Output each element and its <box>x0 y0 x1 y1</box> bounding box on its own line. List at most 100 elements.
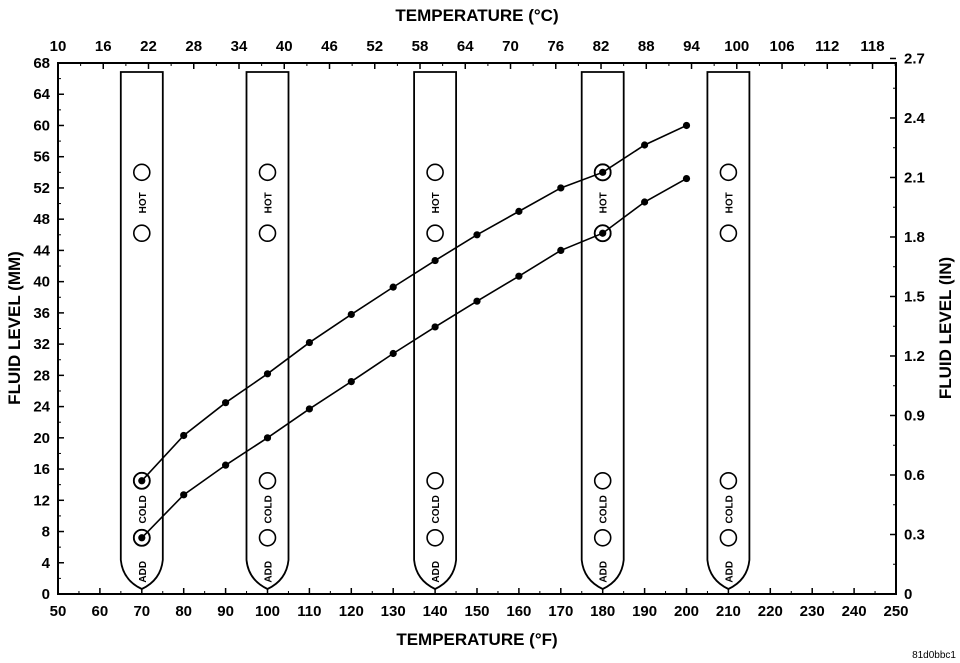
data-point <box>263 434 272 442</box>
y-tick-label: 32 <box>33 336 50 353</box>
right-tick-label: 0.6 <box>904 467 925 484</box>
data-point <box>473 297 481 305</box>
hot-label: HOT <box>431 192 442 213</box>
right-axis-ticks: 0 0.3 0.6 0.9 1.2 1.5 1.8 2.1 2.4 2.7 <box>890 50 926 603</box>
data-point <box>599 168 607 176</box>
x-tick-label: 200 <box>674 603 699 620</box>
right-tick-label: 2.4 <box>904 110 926 127</box>
x-tick-label: 130 <box>381 603 406 620</box>
data-point <box>641 141 649 149</box>
top-axis-title: TEMPERATURE (°C) <box>395 6 558 25</box>
x-tick-label: 180 <box>590 603 615 620</box>
y-tick-label: 4 <box>42 555 51 572</box>
x-axis-title: TEMPERATURE (°F) <box>396 630 557 649</box>
data-point <box>515 272 523 280</box>
hot-label: HOT <box>138 192 149 213</box>
x-tick-label: 100 <box>255 603 280 620</box>
top-tick-label: 82 <box>593 38 610 55</box>
y-tick-label: 20 <box>33 430 50 447</box>
dipstick-hole <box>719 471 738 490</box>
bottom-axis-ticks: 50 60 70 80 90 100 110 120 130 140 150 160 170 180 190… <box>50 588 909 620</box>
x-tick-label: 220 <box>758 603 783 620</box>
x-tick-label: 70 <box>133 603 150 620</box>
add-label: ADD <box>138 561 149 583</box>
cold-label: COLD <box>599 495 610 523</box>
dipstick-hole <box>258 528 277 547</box>
top-tick-label: 34 <box>231 38 248 55</box>
data-point <box>641 198 649 206</box>
data-point <box>431 323 439 331</box>
data-point <box>389 349 397 358</box>
top-tick-label: 100 <box>724 38 749 55</box>
x-tick-label: 140 <box>423 603 448 620</box>
right-tick-label: 1.2 <box>904 348 925 365</box>
y-tick-label: 12 <box>33 492 50 509</box>
x-tick-label: 150 <box>464 603 489 620</box>
data-point <box>431 256 439 265</box>
y-tick-label: 48 <box>33 211 50 228</box>
dipstick: HOT COLD ADD <box>245 71 290 590</box>
top-tick-label: 76 <box>547 38 564 55</box>
data-point <box>180 491 188 499</box>
hot-label: HOT <box>599 192 610 213</box>
right-tick-label: 1.5 <box>904 288 925 305</box>
cold-label: COLD <box>431 495 442 523</box>
dipstick-hole <box>719 163 738 182</box>
top-tick-label: 52 <box>366 38 383 55</box>
x-tick-label: 230 <box>800 603 825 620</box>
right-axis-title: FLUID LEVEL (IN) <box>936 257 955 399</box>
y-tick-label: 68 <box>33 55 50 72</box>
hot-label: HOT <box>724 192 735 213</box>
top-tick-label: 94 <box>683 38 700 55</box>
dipstick-hole <box>258 224 277 243</box>
data-point <box>263 370 272 378</box>
top-tick-label: 58 <box>412 38 429 55</box>
y-tick-label: 8 <box>42 524 50 541</box>
data-point <box>599 229 607 237</box>
top-axis-ticks: 10 16 22 28 34 40 46 52 58 64 70 76 82 88 94 100 106 112 1… <box>50 38 896 69</box>
add-label: ADD <box>431 561 442 583</box>
right-tick-label: 1.8 <box>904 229 925 246</box>
data-point <box>222 399 230 407</box>
dipstick: HOT COLD ADD <box>580 71 625 590</box>
dipstick-hole <box>593 471 612 490</box>
dipstick-hole <box>258 163 277 182</box>
y-tick-label: 64 <box>33 86 50 103</box>
cold-label: COLD <box>264 495 275 523</box>
top-tick-label: 112 <box>815 38 839 55</box>
right-tick-label: 0 <box>904 586 912 603</box>
data-point <box>180 431 188 440</box>
highlighted-hole <box>132 471 151 490</box>
figure-code: 81d0bbc1 <box>912 650 956 661</box>
add-label: ADD <box>599 561 610 583</box>
data-point <box>222 461 230 469</box>
y-tick-label: 16 <box>33 461 50 478</box>
top-tick-label: 88 <box>638 38 655 55</box>
y-tick-label: 28 <box>33 367 50 384</box>
add-label: ADD <box>724 561 735 583</box>
data-point <box>305 338 313 347</box>
cold-label: COLD <box>138 495 149 523</box>
top-tick-label: 28 <box>185 38 202 55</box>
dipstick-hole <box>719 528 738 547</box>
x-tick-label: 170 <box>548 603 573 620</box>
data-point <box>347 310 355 319</box>
dipstick: HOT COLD ADD <box>706 71 751 590</box>
x-tick-label: 50 <box>50 603 67 620</box>
data-point <box>557 184 565 192</box>
dipstick-hole <box>133 163 151 182</box>
y-tick-label: 36 <box>33 305 50 322</box>
dipstick-hole <box>426 163 444 182</box>
top-tick-label: 46 <box>321 38 338 55</box>
data-point <box>138 477 146 485</box>
dipstick-hole <box>593 528 612 547</box>
dipstick-hole <box>426 471 444 490</box>
series-layer <box>132 121 691 547</box>
top-tick-label: 106 <box>770 38 795 55</box>
right-tick-label: 2.1 <box>904 169 925 186</box>
right-tick-label: 0.3 <box>904 526 925 543</box>
dipstick-layer: HOT COLD ADD HOT COLD ADD HOT COLD ADD HOT COLD ADD… <box>119 71 751 590</box>
data-point <box>515 207 523 215</box>
